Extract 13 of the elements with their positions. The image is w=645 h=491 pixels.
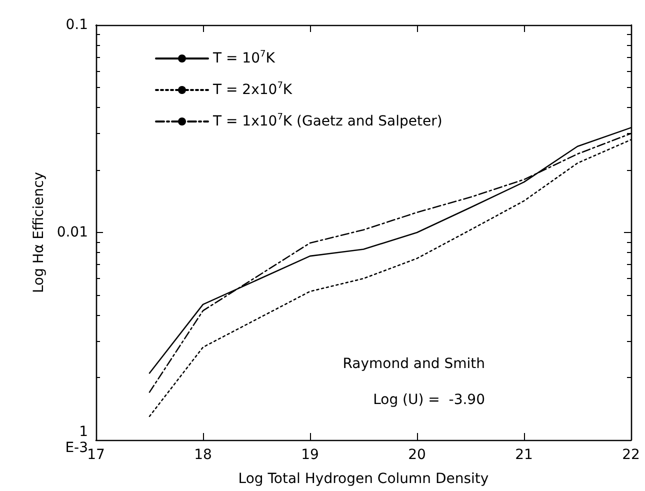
y-tick-label: 1 E-3	[65, 424, 88, 456]
annotation: Raymond and Smith	[342, 356, 486, 372]
y-tick-label: 0.01	[56, 224, 88, 240]
y-axis-title: Log Hα Efficiency	[30, 172, 47, 294]
x-tick-label: 22	[622, 447, 640, 463]
x-tick-label: 21	[515, 447, 533, 463]
x-tick-label: 20	[408, 447, 426, 463]
annotation: Log (U) = -3.90	[373, 392, 486, 408]
x-axis-title: Log Total Hydrogen Column Density	[238, 471, 489, 487]
x-tick-label: 18	[194, 447, 212, 463]
x-tick-label: 17	[87, 447, 105, 463]
x-tick-label: 19	[301, 447, 319, 463]
y-tick-label: 0.1	[66, 17, 88, 33]
